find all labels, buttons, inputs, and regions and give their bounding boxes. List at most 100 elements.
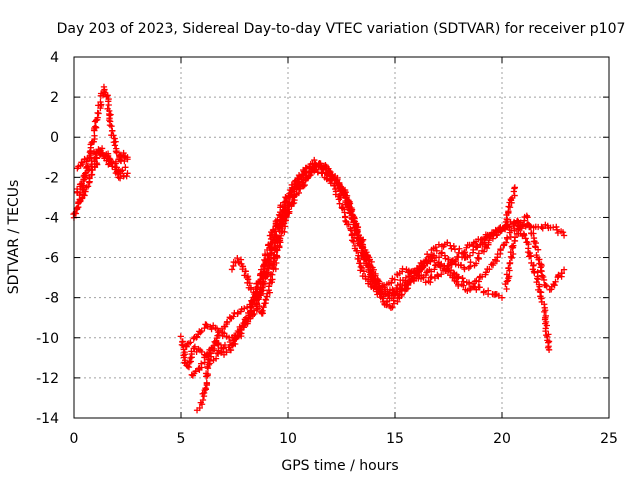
data-point xyxy=(504,221,512,229)
data-point xyxy=(82,188,89,195)
x-axis-label: GPS time / hours xyxy=(281,458,398,474)
data-point xyxy=(335,196,343,203)
data-point xyxy=(262,296,270,304)
data-point xyxy=(213,334,221,342)
data-point xyxy=(397,286,404,293)
data-point xyxy=(508,254,516,262)
data-point xyxy=(432,243,439,251)
y-tick-label: -4 xyxy=(45,210,59,226)
data-point xyxy=(521,232,528,239)
data-point xyxy=(266,289,273,296)
data-point xyxy=(281,228,288,236)
axis-ticks xyxy=(73,56,610,419)
y-tick-label: 2 xyxy=(50,90,59,106)
data-point xyxy=(116,156,123,163)
data-point xyxy=(445,267,452,274)
data-point xyxy=(402,285,409,292)
data-point xyxy=(259,307,266,314)
data-point xyxy=(210,342,217,349)
data-point xyxy=(257,276,264,283)
data-point xyxy=(272,265,279,273)
data-point xyxy=(457,262,464,269)
data-point xyxy=(247,286,255,293)
data-point xyxy=(265,255,272,263)
data-point xyxy=(441,252,449,259)
data-point xyxy=(372,278,379,285)
data-point xyxy=(196,404,203,412)
data-point xyxy=(241,272,248,279)
data-point xyxy=(206,357,214,365)
data-point xyxy=(511,192,518,199)
data-point xyxy=(526,223,533,231)
data-point xyxy=(353,247,360,254)
data-point xyxy=(338,187,345,195)
data-point xyxy=(215,341,222,348)
data-point xyxy=(409,274,416,282)
data-point xyxy=(532,244,539,251)
data-point xyxy=(527,253,535,260)
data-point xyxy=(354,231,361,239)
data-point xyxy=(466,241,473,248)
data-point xyxy=(510,242,517,249)
data-point xyxy=(391,276,398,283)
data-point xyxy=(503,285,510,293)
data-point xyxy=(537,289,545,296)
data-point xyxy=(540,276,548,284)
data-point xyxy=(466,252,474,259)
data-point xyxy=(428,268,435,275)
data-point xyxy=(73,185,81,193)
data-point xyxy=(265,283,273,290)
data-point xyxy=(467,259,474,266)
data-point xyxy=(524,214,531,221)
data-point xyxy=(296,184,303,192)
plot-frame xyxy=(73,56,610,419)
data-point xyxy=(467,285,475,292)
data-point xyxy=(394,281,401,289)
data-point xyxy=(480,289,487,296)
y-tick-label: -14 xyxy=(36,411,59,427)
data-point xyxy=(388,279,395,286)
data-point xyxy=(193,334,200,341)
data-point xyxy=(204,370,211,378)
data-point xyxy=(480,248,488,255)
data-point xyxy=(500,242,507,249)
data-point xyxy=(221,341,229,349)
series-track-i xyxy=(228,162,553,353)
data-point xyxy=(92,123,99,130)
data-point xyxy=(475,278,483,285)
data-point xyxy=(450,242,457,250)
data-point xyxy=(506,273,513,280)
data-point xyxy=(353,228,361,235)
data-point xyxy=(497,228,504,235)
data-point xyxy=(533,278,540,286)
data-point xyxy=(444,239,451,247)
y-tick-label: -12 xyxy=(36,371,59,387)
data-point xyxy=(112,160,119,167)
data-point xyxy=(223,349,230,356)
data-point xyxy=(188,350,195,358)
data-point xyxy=(553,226,561,233)
data-point xyxy=(351,218,358,225)
data-point xyxy=(543,282,550,290)
data-point xyxy=(458,254,466,261)
y-tick-label: 0 xyxy=(50,130,59,146)
data-point xyxy=(470,243,477,250)
data-point xyxy=(273,252,280,259)
data-point xyxy=(124,170,131,177)
data-point xyxy=(234,333,241,341)
data-point xyxy=(238,306,245,313)
data-point xyxy=(98,101,105,108)
data-point xyxy=(347,227,355,234)
data-point xyxy=(541,308,548,316)
data-point xyxy=(444,256,452,263)
data-point xyxy=(83,184,90,191)
data-point xyxy=(365,264,372,271)
data-point xyxy=(123,173,130,180)
data-point xyxy=(554,229,562,237)
data-point xyxy=(357,267,364,274)
x-tick-labels: 0 5 10 15 20 25 xyxy=(70,431,618,447)
data-point xyxy=(433,247,440,254)
data-point xyxy=(78,195,86,202)
data-point xyxy=(356,260,363,267)
